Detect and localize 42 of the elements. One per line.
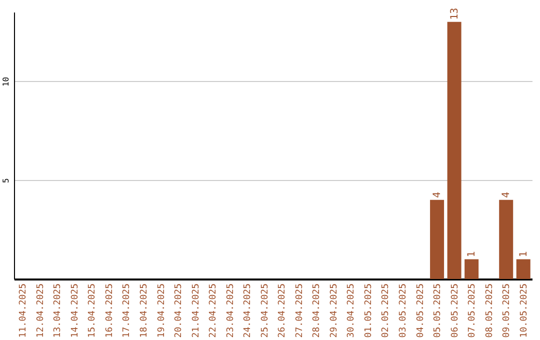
x-tick-label: 26.04.2025 [278,284,288,338]
y-tick-label: 5 [2,178,10,184]
bar [430,200,444,279]
bar [499,200,514,279]
x-tick-label: 28.04.2025 [312,284,322,338]
bar [447,22,462,279]
x-tick-label: 20.04.2025 [174,284,184,338]
x-tick-label: 07.05.2025 [468,284,478,338]
x-tick-label: 29.04.2025 [329,284,340,338]
x-tick-label: 23.04.2025 [226,284,236,338]
x-tick-label: 03.05.2025 [398,284,408,338]
x-tick-label: 22.04.2025 [208,284,219,338]
bar [516,259,530,279]
x-tick-label: 24.04.2025 [243,284,254,338]
x-tick-label: 06.05.2025 [450,284,460,338]
x-tick-label: 11.04.2025 [18,284,29,338]
x-tick-label: 21.04.2025 [191,284,202,338]
data-label: 1 [466,251,478,258]
x-tick-label: 14.04.2025 [70,284,80,338]
x-tick-label: 01.05.2025 [364,284,374,338]
x-tick-label: 15.04.2025 [88,284,98,338]
x-tick-label: 16.04.2025 [104,284,115,338]
x-tick-label: 02.05.2025 [381,284,392,338]
x-tick-label: 27.04.2025 [294,284,305,338]
y-tick-label: 10 [2,76,10,87]
x-tick-label: 10.05.2025 [519,284,530,338]
x-tick-label: 13.04.2025 [53,284,64,338]
data-label: 4 [432,192,444,198]
x-tick-label: 09.05.2025 [502,284,512,338]
bar [464,259,479,279]
data-label: 1 [518,251,530,258]
x-tick-label: 17.04.2025 [122,284,132,338]
data-label: 4 [501,192,512,198]
x-tick-label: 05.05.2025 [433,284,444,338]
x-tick-label: 12.04.2025 [36,284,46,338]
x-tick-label: 19.04.2025 [156,284,167,338]
x-tick-label: 04.05.2025 [416,284,426,338]
x-tick-label: 08.05.2025 [484,284,495,338]
x-tick-label: 30.04.2025 [346,284,357,338]
x-tick-label: 25.04.2025 [260,284,270,338]
data-label: 13 [449,8,460,20]
x-tick-label: 18.04.2025 [140,284,150,338]
